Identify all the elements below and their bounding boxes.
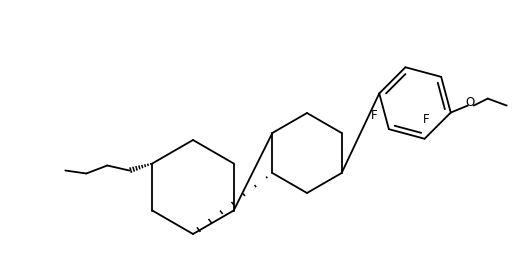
Text: F: F	[423, 113, 430, 126]
Text: O: O	[465, 96, 474, 109]
Text: F: F	[370, 109, 377, 122]
